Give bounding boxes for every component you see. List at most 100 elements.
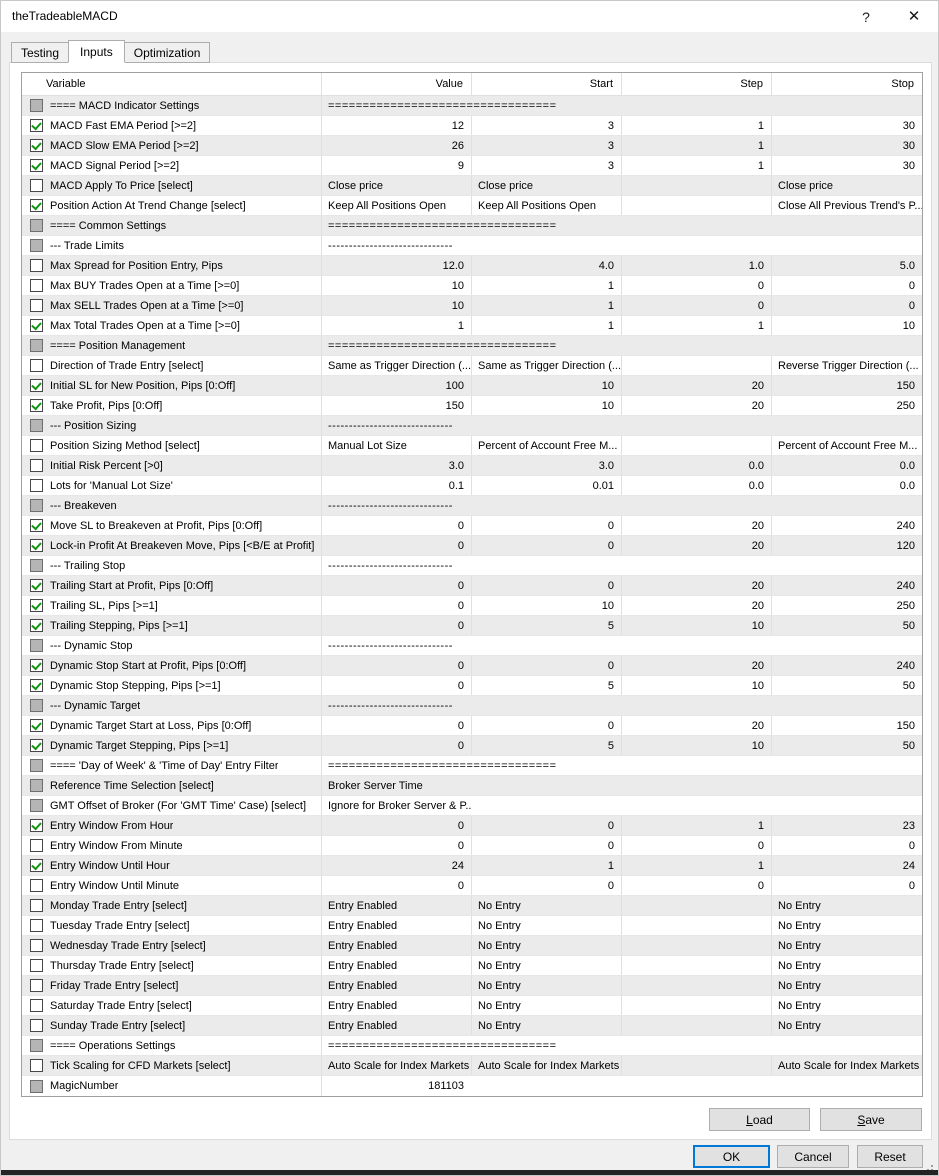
table-row[interactable]: --- Breakeven ---------------------------… [22,496,922,516]
row-cell[interactable]: Close price [471,176,621,195]
row-checkbox-checked[interactable] [30,399,43,412]
table-row[interactable]: GMT Offset of Broker (For 'GMT Time' Cas… [22,796,922,816]
table-row[interactable]: Monday Trade Entry [select] Entry Enabled… [22,896,922,916]
row-cell[interactable]: 1 [471,296,621,315]
row-cell[interactable]: 4.0 [471,256,621,275]
row-cell[interactable]: No Entry [771,996,922,1015]
row-cell[interactable] [621,436,771,455]
row-checkbox-checked[interactable] [30,119,43,132]
row-checkbox-unchecked[interactable] [30,1059,43,1072]
row-cell[interactable] [621,936,771,955]
row-cell[interactable]: No Entry [771,976,922,995]
row-cell[interactable] [621,196,771,215]
row-cell[interactable]: No Entry [471,1016,621,1035]
row-cell[interactable]: Entry Enabled [321,1016,471,1035]
row-cell[interactable]: 3.0 [321,456,471,475]
table-row[interactable]: Dynamic Target Start at Loss, Pips [0:Of… [22,716,922,736]
row-cell[interactable]: 0.0 [771,476,922,495]
row-checkbox-checked[interactable] [30,579,43,592]
row-cell[interactable]: Percent of Account Free M... [771,436,922,455]
table-row[interactable]: Take Profit, Pips [0:Off] 150 10 20 250 [22,396,922,416]
row-cell[interactable]: 250 [771,396,922,415]
row-cell[interactable]: Broker Server Time [321,776,471,795]
table-row[interactable]: Max Total Trades Open at a Time [>=0] 1 1 1… [22,316,922,336]
row-cell[interactable]: 240 [771,576,922,595]
table-row[interactable]: Max Spread for Position Entry, Pips 12.0 4… [22,256,922,276]
row-cell[interactable]: 0.0 [621,476,771,495]
row-cell[interactable]: No Entry [471,996,621,1015]
row-checkbox-unchecked[interactable] [30,999,43,1012]
table-row[interactable]: Move SL to Breakeven at Profit, Pips [0:… [22,516,922,536]
row-cell[interactable] [621,1056,771,1075]
table-row[interactable]: Thursday Trade Entry [select] Entry Enabl… [22,956,922,976]
row-cell[interactable]: 20 [621,376,771,395]
table-row[interactable]: Trailing Stepping, Pips [>=1] 0 5 10 50 [22,616,922,636]
row-cell[interactable]: 0 [321,656,471,675]
row-checkbox-checked[interactable] [30,819,43,832]
table-row[interactable]: MACD Signal Period [>=2] 9 3 1 30 [22,156,922,176]
row-cell[interactable]: 240 [771,516,922,535]
row-checkbox-unchecked[interactable] [30,439,43,452]
row-cell[interactable]: No Entry [471,936,621,955]
save-button[interactable]: Save [820,1108,922,1131]
row-cell[interactable]: 1 [321,316,471,335]
table-row[interactable]: Wednesday Trade Entry [select] Entry Enab… [22,936,922,956]
table-row[interactable]: MACD Slow EMA Period [>=2] 26 3 1 30 [22,136,922,156]
row-cell[interactable]: 1 [621,316,771,335]
row-checkbox-checked[interactable] [30,659,43,672]
table-row[interactable]: Lock-in Profit At Breakeven Move, Pips [… [22,536,922,556]
row-checkbox-checked[interactable] [30,379,43,392]
row-cell[interactable] [621,176,771,195]
row-cell[interactable]: No Entry [771,956,922,975]
row-cell[interactable]: Auto Scale for Index Markets [471,1056,621,1075]
table-row[interactable]: Initial Risk Percent [>0] 3.0 3.0 0.0 0.0 [22,456,922,476]
row-cell[interactable]: 10 [621,676,771,695]
row-checkbox-unchecked[interactable] [30,479,43,492]
table-row[interactable]: Tuesday Trade Entry [select] Entry Enable… [22,916,922,936]
table-row[interactable]: Entry Window Until Minute 0 0 0 0 [22,876,922,896]
row-cell[interactable]: 30 [771,116,922,135]
row-cell[interactable] [621,896,771,915]
row-cell[interactable]: 3 [471,136,621,155]
tab-testing[interactable]: Testing [11,42,70,63]
table-row[interactable]: Max BUY Trades Open at a Time [>=0] 10 1 0 0 [22,276,922,296]
row-cell[interactable]: 20 [621,536,771,555]
table-row[interactable]: Max SELL Trades Open at a Time [>=0] 10 1 0… [22,296,922,316]
row-cell[interactable]: 3.0 [471,456,621,475]
row-cell[interactable]: Auto Scale for Index Markets [771,1056,922,1075]
row-cell[interactable]: Entry Enabled [321,976,471,995]
row-cell[interactable]: 1 [471,856,621,875]
row-cell[interactable]: 10 [621,616,771,635]
row-cell[interactable]: 0 [471,836,621,855]
row-cell[interactable]: 0 [771,836,922,855]
row-cell[interactable]: 5.0 [771,256,922,275]
tab-optimization[interactable]: Optimization [123,42,211,63]
row-checkbox-checked[interactable] [30,679,43,692]
row-cell[interactable]: 150 [321,396,471,415]
table-row[interactable]: Dynamic Stop Stepping, Pips [>=1] 0 5 10 50 [22,676,922,696]
table-row[interactable]: --- Dynamic Target ----------------------… [22,696,922,716]
table-row[interactable]: Tick Scaling for CFD Markets [select] Aut… [22,1056,922,1076]
row-checkbox-checked[interactable] [30,319,43,332]
row-cell[interactable]: 50 [771,616,922,635]
row-cell[interactable]: 20 [621,396,771,415]
row-cell[interactable]: 150 [771,716,922,735]
row-checkbox-unchecked[interactable] [30,939,43,952]
row-cell[interactable]: 0 [321,836,471,855]
row-cell[interactable]: 0 [321,716,471,735]
close-icon[interactable]: ✕ [907,8,921,25]
row-cell[interactable]: 1 [621,156,771,175]
table-row[interactable]: Position Sizing Method [select] Manual Lo… [22,436,922,456]
row-cell[interactable]: 0 [471,536,621,555]
table-row[interactable]: Trailing Start at Profit, Pips [0:Off] 0 0… [22,576,922,596]
table-row[interactable]: --- Position Sizing ---------------------… [22,416,922,436]
row-cell[interactable]: 0 [471,576,621,595]
table-row[interactable]: --- Trade Limits ------------------------… [22,236,922,256]
row-checkbox-unchecked[interactable] [30,899,43,912]
row-cell[interactable]: 23 [771,816,922,835]
row-cell[interactable] [621,1016,771,1035]
row-cell[interactable]: 0 [771,876,922,895]
table-row[interactable]: Initial SL for New Position, Pips [0:Off… [22,376,922,396]
row-cell[interactable]: 0 [621,836,771,855]
cancel-button[interactable]: Cancel [777,1145,849,1168]
